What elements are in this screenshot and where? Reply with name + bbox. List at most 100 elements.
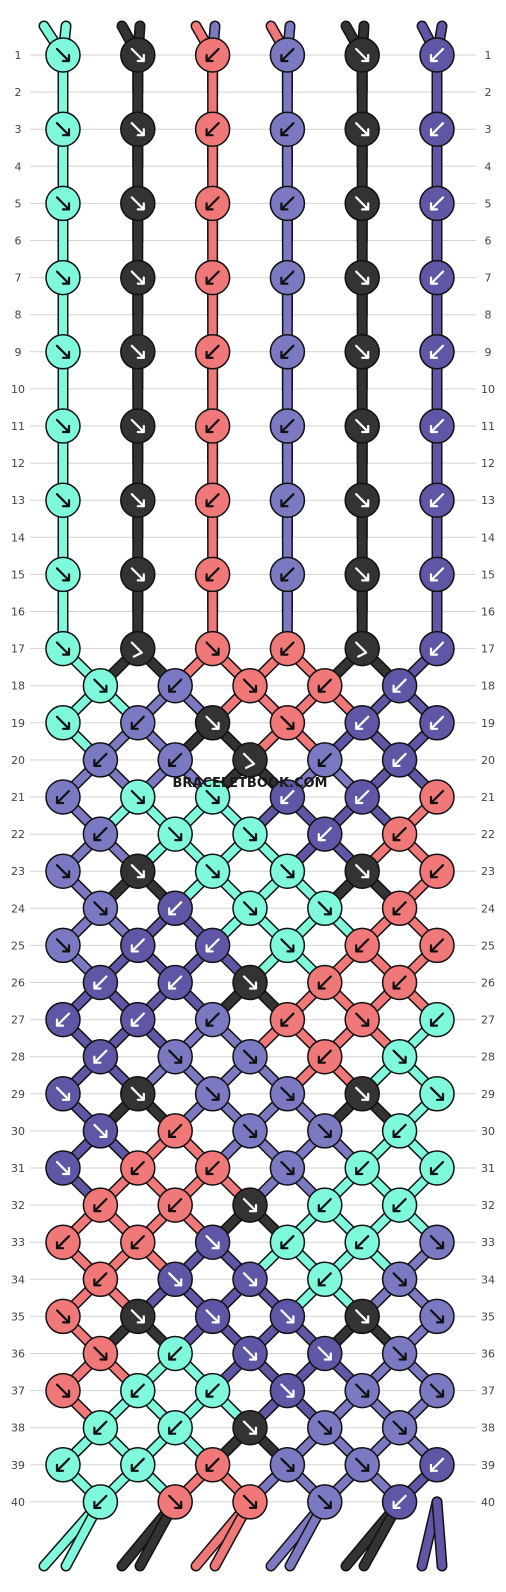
knot: [269, 259, 306, 296]
knot-arrow-icon: [93, 678, 108, 693]
row-number-left: 5: [15, 197, 22, 210]
knot: [194, 1001, 231, 1038]
knot: [307, 890, 343, 927]
knot-arrow-icon: [355, 122, 370, 137]
knot: [381, 1484, 418, 1520]
knot-arrow-icon: [93, 752, 108, 768]
knot: [419, 1224, 455, 1260]
knot: [45, 853, 81, 889]
knot-arrow-icon: [130, 1309, 145, 1324]
knot: [82, 1409, 119, 1446]
knot-arrow-icon: [130, 715, 145, 730]
knot: [381, 1261, 418, 1298]
knot: [344, 1372, 380, 1409]
knot-arrow-icon: [429, 1383, 445, 1398]
knot: [419, 630, 455, 667]
row-number-left: 20: [11, 754, 25, 767]
knot-arrow-icon: [205, 1383, 220, 1398]
knot: [381, 742, 418, 778]
knot: [120, 779, 156, 815]
knot-arrow-icon: [429, 864, 445, 879]
knots: [45, 37, 455, 1520]
knot-arrow-icon: [168, 1197, 183, 1213]
row-number-right: 10: [481, 383, 495, 396]
knot: [232, 1335, 268, 1372]
knot: [419, 705, 455, 741]
knot: [45, 482, 81, 518]
knot-arrow-icon: [242, 1197, 258, 1213]
knot-arrow-icon: [242, 826, 258, 842]
knot-arrow-icon: [130, 938, 145, 953]
knot-arrow-icon: [205, 567, 220, 582]
knot-arrow-icon: [280, 864, 295, 879]
knot-arrow-icon: [55, 47, 71, 63]
knot-arrow-icon: [205, 344, 220, 359]
knot-arrow-icon: [205, 1457, 220, 1472]
knot-arrow-icon: [355, 1012, 370, 1027]
knot: [381, 1038, 418, 1075]
knot-arrow-icon: [205, 270, 220, 285]
knot-arrow-icon: [355, 1235, 370, 1250]
knot-arrow-icon: [205, 1235, 220, 1250]
knot-arrow-icon: [205, 715, 220, 730]
knot: [120, 37, 156, 73]
knot: [45, 556, 81, 593]
knot-arrow-icon: [280, 1086, 295, 1101]
knot: [419, 1447, 455, 1483]
knot: [194, 185, 231, 222]
knot-arrow-icon: [130, 641, 143, 658]
knot-arrow-icon: [280, 641, 295, 656]
knot-arrow-icon: [392, 1049, 407, 1064]
row-number-right: 12: [481, 457, 495, 470]
knot-arrow-icon: [55, 1457, 71, 1472]
knot-arrow-icon: [317, 1272, 332, 1287]
knot-arrow-icon: [168, 826, 183, 842]
knot-arrow-icon: [205, 789, 220, 805]
row-number-left: 9: [15, 346, 22, 359]
knot-arrow-icon: [280, 1457, 295, 1472]
knot: [194, 259, 231, 296]
knot-arrow-icon: [429, 1086, 445, 1101]
knot: [120, 556, 156, 593]
knot-arrow-icon: [429, 938, 445, 953]
knot: [344, 1298, 380, 1335]
knot-arrow-icon: [355, 567, 370, 582]
knot: [232, 1038, 268, 1075]
knot-arrow-icon: [317, 1420, 332, 1435]
knot: [82, 667, 119, 704]
row-number-left: 31: [11, 1162, 25, 1175]
knot: [381, 667, 418, 704]
knot-arrow-icon: [55, 493, 71, 508]
knot-arrow-icon: [242, 975, 258, 990]
knot: [194, 37, 231, 73]
knot-arrow-icon: [242, 901, 258, 916]
knot: [194, 1298, 231, 1335]
knot-arrow-icon: [55, 1235, 71, 1250]
knot: [194, 779, 231, 815]
knot-arrow-icon: [242, 1346, 258, 1361]
knot-arrow-icon: [205, 1160, 220, 1176]
knot-arrow-icon: [355, 864, 370, 879]
knot-arrow-icon: [55, 196, 71, 211]
knot-arrow-icon: [392, 826, 407, 842]
knot: [82, 1038, 119, 1075]
knot: [269, 1076, 306, 1112]
knot: [269, 185, 306, 222]
knot: [194, 705, 231, 741]
knot-arrow-icon: [93, 1049, 108, 1064]
knot-arrow-icon: [55, 864, 71, 879]
knot: [194, 1076, 231, 1112]
knot-arrow-icon: [168, 678, 183, 693]
knot: [45, 1001, 81, 1038]
strand-label-top: E: [41, 8, 47, 18]
knot: [232, 964, 268, 1001]
knot: [194, 1150, 231, 1186]
knot-arrow-icon: [205, 493, 220, 508]
row-number-left: 29: [11, 1088, 25, 1101]
row-number-right: 6: [485, 235, 492, 248]
knot: [194, 556, 231, 593]
knot: [269, 1298, 306, 1335]
knot: [194, 408, 231, 444]
row-number-left: 33: [11, 1236, 25, 1249]
